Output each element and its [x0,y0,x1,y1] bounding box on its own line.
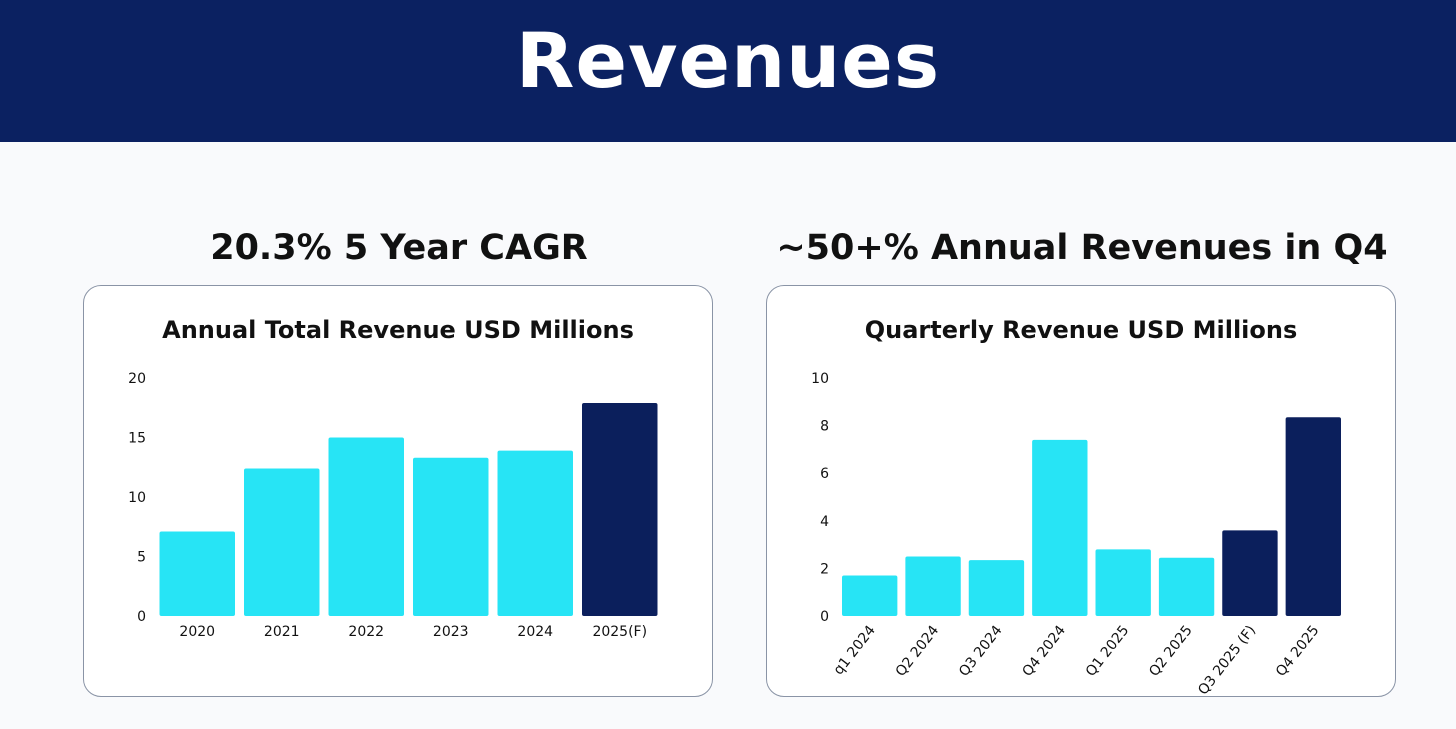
annual-chart-title: Annual Total Revenue USD Millions [162,316,634,344]
quarterly-x-tick: Q3 2025 (F) [1195,623,1259,698]
quarterly-chart-title: Quarterly Revenue USD Millions [864,316,1298,344]
annual-x-tick: 2022 [348,624,384,640]
quarterly-y-tick: 6 [820,466,829,482]
annual-y-tick: 20 [128,371,146,387]
annual-y-tick: 0 [137,609,146,625]
annual-y-tick: 5 [137,550,146,566]
quarterly-revenue-chart: 0 2 4 6 8 10 q1 2024 Q2 2024 Q3 2024 Q4 2024 Q1 20… [811,371,1341,698]
quarterly-y-tick: 4 [820,514,829,530]
annual-bar [582,402,658,616]
page-title: Revenues [515,15,941,105]
annual-bar [413,457,489,616]
quarterly-bar [1032,439,1088,616]
annual-y-tick: 15 [128,431,146,447]
quarterly-x-tick: Q1 2025 [1083,623,1133,680]
quarterly-bar [1095,549,1151,616]
annual-x-tick: 2025(F) [592,624,647,640]
quarterly-x-tick: q1 2024 [831,623,879,679]
quarterly-bar [842,575,898,616]
annual-bar [244,468,320,616]
q4-share-headline: ~50+% Annual Revenues in Q4 [776,228,1388,268]
cagr-headline: 20.3% 5 Year CAGR [210,228,588,268]
quarterly-bar [905,556,961,616]
annual-x-tick: 2021 [264,624,300,640]
annual-y-tick: 10 [128,490,146,506]
quarterly-y-tick: 0 [820,609,829,625]
quarterly-x-tick: Q2 2024 [893,623,943,680]
quarterly-bar [1285,417,1341,616]
quarterly-revenue-chart-panel: Quarterly Revenue USD Millions 0 2 4 6 8 10 q1… [766,285,1396,698]
annual-revenue-chart-panel: Annual Total Revenue USD Millions 0 5 10 15… [83,285,713,697]
quarterly-y-tick: 10 [811,371,829,387]
annual-x-tick: 2024 [517,624,553,640]
quarterly-x-tick: Q4 2025 [1273,623,1323,680]
annual-x-tick: 2020 [179,624,215,640]
quarterly-bar [968,560,1025,616]
quarterly-y-tick: 2 [820,561,829,577]
annual-x-tick: 2023 [433,624,469,640]
annual-bar [328,437,404,616]
annual-bar [159,531,235,616]
quarterly-y-tick: 8 [820,419,829,435]
quarterly-x-tick: Q3 2024 [956,623,1006,680]
quarterly-bar [1222,530,1278,616]
quarterly-bar [1158,557,1215,616]
quarterly-x-tick: Q4 2024 [1019,623,1069,680]
quarterly-x-tick: Q2 2025 [1146,623,1196,680]
title-banner: Revenues [0,0,1456,142]
annual-bar [497,450,573,616]
